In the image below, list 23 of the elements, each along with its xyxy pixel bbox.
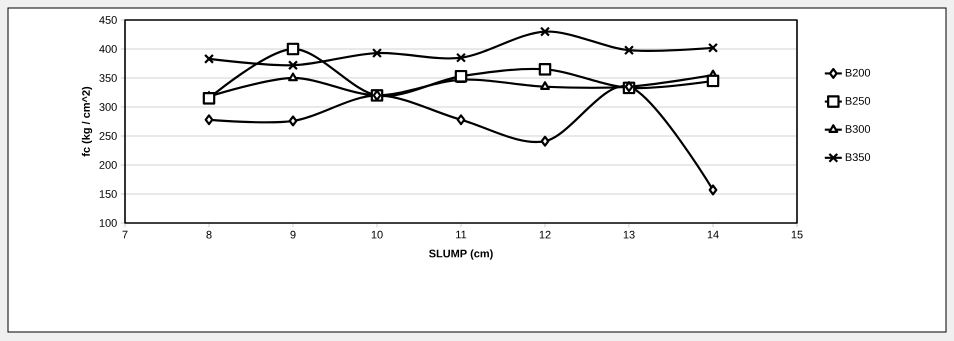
legend-label: B200: [846, 68, 870, 77]
y-tick-label: 250: [99, 132, 117, 140]
x-tick-label: 14: [708, 230, 719, 238]
y-tick-label: 350: [99, 74, 117, 82]
legend-label: B300: [846, 125, 870, 133]
legend-label: B350: [846, 153, 870, 161]
y-tick-label: 100: [100, 219, 117, 227]
y-tick-label: 400: [99, 45, 117, 53]
y-tick-label: 150: [100, 190, 117, 198]
x-tick-label: 12: [540, 230, 551, 238]
x-tick-label: 9: [290, 230, 296, 239]
x-tick-label: 7: [122, 230, 128, 238]
x-tick-label: 8: [206, 230, 212, 239]
x-tick-label: 15: [792, 230, 803, 238]
y-tick-label: 450: [99, 16, 117, 24]
legend-label: B250: [846, 96, 870, 105]
y-axis-title: fc (kg / cm^2): [82, 86, 92, 156]
x-tick-label: 13: [624, 230, 635, 239]
x-tick-label: 10: [372, 230, 383, 239]
y-tick-label: 200: [99, 161, 117, 169]
y-tick-label: 300: [99, 103, 117, 111]
x-axis-title: SLUMP (cm): [429, 249, 493, 260]
x-tick-label: 11: [456, 230, 466, 238]
